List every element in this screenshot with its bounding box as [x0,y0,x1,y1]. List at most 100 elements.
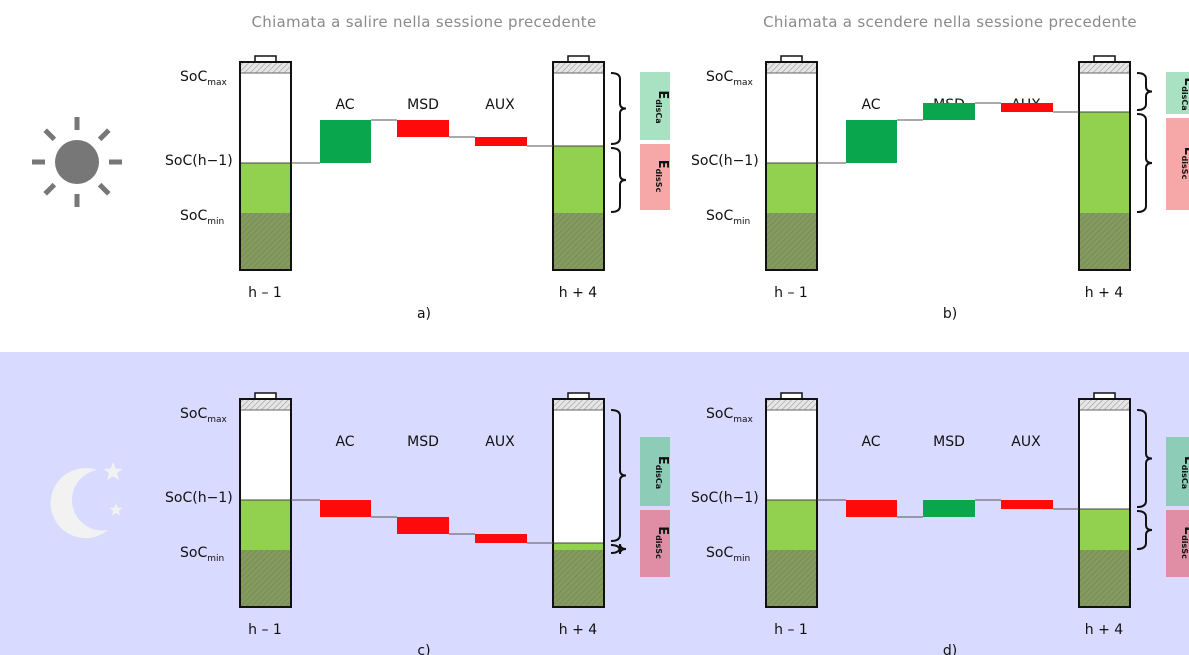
panel-a: SoCmax SoC(h−1) SoCmin h – 1 h + 4 a) AC MSD AUX… [165,55,670,322]
battery-before [239,392,292,608]
battery-top-reserve [240,62,291,73]
battery-outline [765,61,818,271]
service-bar-ac [846,120,897,163]
soc-max-label: SoCmax [706,406,754,425]
energy-label-ca: EdisCa [654,90,670,123]
service-bar-msd [397,517,449,534]
energy-label-sc: EdisSc [654,160,670,193]
energy-tag-ca [1166,72,1189,114]
service-label-ac: AC [335,434,354,450]
battery-min-reserve [240,550,291,607]
service-label-msd: MSD [407,97,439,113]
brace-discharge-sc [1136,510,1153,550]
service-label-msd: MSD [407,434,439,450]
time-label-before: h – 1 [774,285,808,301]
service-label-msd: MSD [933,434,965,450]
battery-top-reserve [240,399,291,410]
soc-max-label: SoCmax [706,69,754,88]
energy-tag-ca [640,437,670,506]
battery-min-reserve [240,213,291,270]
battery-outline [552,61,605,271]
energy-tag-ca [1166,437,1189,506]
energy-label-ca: EdisCa [1180,456,1189,489]
service-bar-ac [846,500,897,517]
soc-min-label: SoCmin [180,545,224,564]
service-label-ac: AC [861,434,880,450]
energy-label-sc: EdisSc [1180,526,1189,559]
battery-charge-fill [1079,509,1130,550]
battery-after [1078,392,1131,608]
service-label-aux: AUX [1011,434,1041,450]
time-label-after: h + 4 [559,622,598,638]
battery-charge-fill [240,163,291,213]
panel-caption: d) [943,643,957,655]
battery-after [552,392,605,608]
service-bar-aux [1001,103,1053,112]
brace-discharge-ca [1136,72,1153,111]
star-small [109,503,123,516]
energy-tag-sc [1166,510,1189,577]
sun-ray [43,128,57,142]
battery-min-reserve [766,213,817,270]
time-label-after: h + 4 [559,285,598,301]
battery-min-reserve [766,550,817,607]
energy-label-ca: EdisCa [1180,77,1189,110]
battery-top-reserve [766,399,817,410]
time-label-before: h – 1 [774,622,808,638]
time-label-before: h – 1 [248,622,282,638]
service-bar-msd [923,103,975,120]
battery-outline [1078,398,1131,608]
waterfall-connector [817,102,1079,164]
battery-min-reserve [1079,550,1130,607]
service-label-aux: AUX [485,97,515,113]
energy-tag-ca [640,72,670,140]
waterfall-connector [817,499,1079,518]
energy-tag-sc [640,144,670,210]
battery-top-reserve [553,399,604,410]
soc-max-label: SoCmax [180,69,228,88]
sun-disc [55,140,99,184]
star-large [103,462,123,481]
header-upward-call: Chiamata a salire nella sessione precede… [251,13,596,31]
time-label-after: h + 4 [1085,285,1124,301]
soc-min-label: SoCmin [180,208,224,227]
soc-current-label: SoC(h−1) [165,490,233,506]
battery-charge-fill [553,146,604,213]
battery-after [552,55,605,271]
soc-min-label: SoCmin [706,545,750,564]
panel-c: SoCmax SoC(h−1) SoCmin h – 1 h + 4 c) AC MSD AUX… [165,392,670,655]
service-bar-aux [475,534,527,543]
battery-charge-fill [553,543,604,550]
soc-current-label: SoC(h−1) [691,153,759,169]
brace-discharge-ca [1136,409,1153,508]
time-label-before: h – 1 [248,285,282,301]
battery-after [1078,55,1131,271]
panel-d: SoCmax SoC(h−1) SoCmin h – 1 h + 4 d) AC MSD AUX… [691,392,1189,655]
service-bar-ac [320,120,371,163]
energy-label-sc: EdisSc [654,526,670,559]
sun-icon [32,117,122,207]
service-bar-aux [1001,500,1053,509]
energy-label-ca: EdisCa [654,456,670,489]
battery-charge-fill [766,500,817,550]
energy-tag-sc [640,510,670,577]
service-bar-ac [320,500,371,517]
battery-min-reserve [1079,213,1130,270]
battery-charge-fill [1079,112,1130,213]
service-bar-msd [923,500,975,517]
battery-outline [552,398,605,608]
battery-top-reserve [1079,62,1130,73]
service-label-ac: AC [861,97,880,113]
panel-caption: a) [417,306,431,322]
time-label-after: h + 4 [1085,622,1124,638]
energy-tag-sc [1166,118,1189,210]
service-label-ac: AC [335,97,354,113]
sun-ray [97,128,111,142]
soc-current-label: SoC(h−1) [165,153,233,169]
battery-charge-fill [766,163,817,213]
sun-ray [97,182,111,196]
service-label-aux: AUX [485,434,515,450]
brace-discharge-sc [610,543,627,555]
battery-outline [239,61,292,271]
